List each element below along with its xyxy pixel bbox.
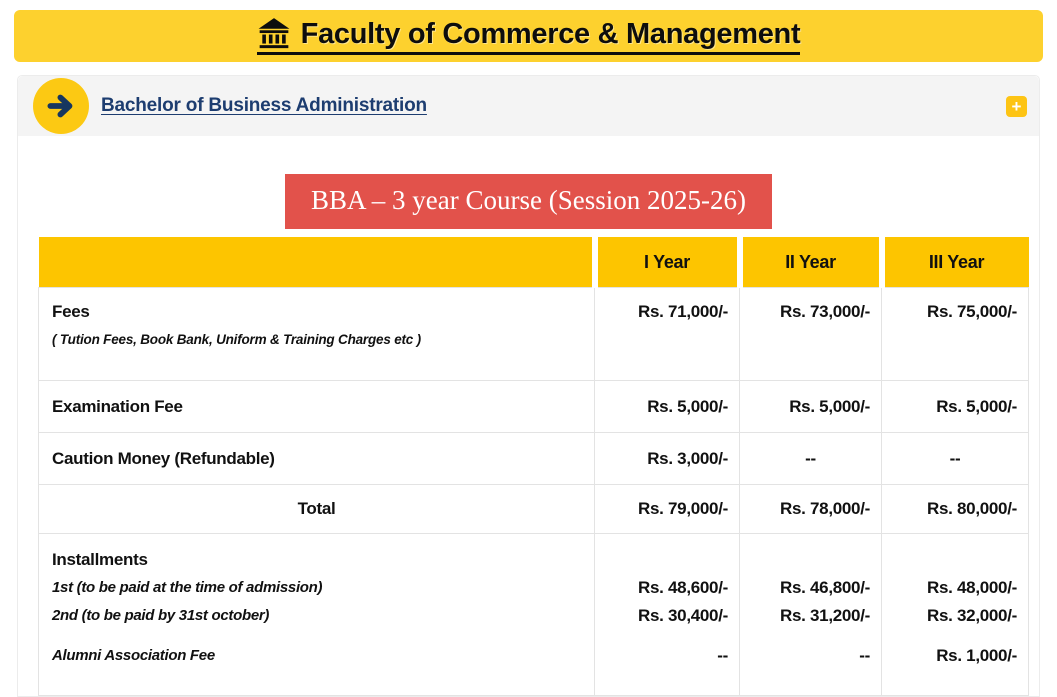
course-banner-row: BBA – 3 year Course (Session 2025-26) <box>18 174 1039 230</box>
installments-spacer <box>883 630 1017 642</box>
faculty-title-underline: Faculty of Commerce & Management <box>256 17 801 55</box>
arrow-circle-button[interactable] <box>33 78 89 134</box>
installments-spacer <box>741 630 870 642</box>
course-banner: BBA – 3 year Course (Session 2025-26) <box>285 174 772 230</box>
fee-row-installments: Installments 1st (to be paid at the time… <box>38 533 1029 697</box>
installments-year1-cell: Rs. 48,600/- Rs. 30,400/- -- <box>594 533 740 697</box>
fee-row-caution: Caution Money (Refundable) Rs. 3,000/- -… <box>38 432 1029 486</box>
fees-note: ( Tution Fees, Book Bank, Uniform & Trai… <box>52 332 421 348</box>
installments-year2-cell: Rs. 46,800/- Rs. 31,200/- -- <box>739 533 882 697</box>
fees-year2: Rs. 73,000/- <box>739 287 882 382</box>
exam-year2: Rs. 5,000/- <box>739 380 882 434</box>
installment1-label: 1st (to be paid at the time of admission… <box>52 579 323 597</box>
installment2-year2: Rs. 31,200/- <box>780 606 870 626</box>
caution-year1: Rs. 3,000/- <box>594 432 740 486</box>
alumni-year1: -- <box>717 646 728 666</box>
fee-row-total: Total Rs. 79,000/- Rs. 78,000/- Rs. 80,0… <box>38 484 1029 535</box>
header-cell-year3: III Year <box>878 237 1029 289</box>
blank-line <box>883 546 1017 574</box>
fees-label: Fees <box>52 302 90 322</box>
blank-line <box>741 546 870 574</box>
fee-row-fees: Fees ( Tution Fees, Book Bank, Uniform &… <box>38 287 1029 382</box>
installment2-year1: Rs. 30,400/- <box>638 606 728 626</box>
total-year1: Rs. 79,000/- <box>594 484 740 535</box>
alumni-year3: Rs. 1,000/- <box>936 646 1017 666</box>
installment1-year2: Rs. 46,800/- <box>780 578 870 598</box>
bank-icon <box>258 18 290 49</box>
plus-icon: + <box>1011 96 1022 116</box>
fee-table-header-row: I Year II Year III Year <box>38 237 1029 289</box>
installments-spacer <box>52 630 593 642</box>
installments-year3-cell: Rs. 48,000/- Rs. 32,000/- Rs. 1,000/- <box>881 533 1029 697</box>
fee-row-exam: Examination Fee Rs. 5,000/- Rs. 5,000/- … <box>38 380 1029 434</box>
caution-year3: -- <box>881 432 1029 486</box>
fee-table: I Year II Year III Year Fees ( Tution Fe… <box>38 237 1029 697</box>
installments-label-cell: Installments 1st (to be paid at the time… <box>38 533 595 697</box>
faculty-title: Faculty of Commerce & Management <box>300 17 801 50</box>
alumni-year2: -- <box>859 646 870 666</box>
exam-label: Examination Fee <box>38 380 595 434</box>
caution-year2: -- <box>739 432 882 486</box>
total-year2: Rs. 78,000/- <box>739 484 882 535</box>
program-link[interactable]: Bachelor of Business Administration <box>101 95 427 116</box>
fees-year3: Rs. 75,000/- <box>881 287 1029 382</box>
installment1-year1: Rs. 48,600/- <box>638 578 728 598</box>
installments-label: Installments <box>52 550 148 570</box>
arrow-right-icon <box>47 94 73 118</box>
faculty-banner: Faculty of Commerce & Management <box>14 10 1043 62</box>
installment1-year3: Rs. 48,000/- <box>927 578 1017 598</box>
expand-button[interactable]: + <box>1006 95 1027 117</box>
alumni-label: Alumni Association Fee <box>52 647 215 665</box>
fees-year1: Rs. 71,000/- <box>594 287 740 382</box>
total-label: Total <box>38 484 595 535</box>
exam-year3: Rs. 5,000/- <box>881 380 1029 434</box>
installment2-label: 2nd (to be paid by 31st october) <box>52 607 270 625</box>
program-accordion-header[interactable]: Bachelor of Business Administration + <box>18 76 1039 136</box>
blank-line <box>596 546 728 574</box>
exam-year1: Rs. 5,000/- <box>594 380 740 434</box>
fees-label-cell: Fees ( Tution Fees, Book Bank, Uniform &… <box>38 287 595 382</box>
header-cell-year2: II Year <box>736 237 882 289</box>
header-cell-year1: I Year <box>591 237 740 289</box>
header-cell-blank <box>38 237 595 289</box>
installment2-year3: Rs. 32,000/- <box>927 606 1017 626</box>
total-year3: Rs. 80,000/- <box>881 484 1029 535</box>
caution-label: Caution Money (Refundable) <box>38 432 595 486</box>
program-card: Bachelor of Business Administration + BB… <box>17 75 1040 697</box>
installments-spacer <box>596 630 728 642</box>
